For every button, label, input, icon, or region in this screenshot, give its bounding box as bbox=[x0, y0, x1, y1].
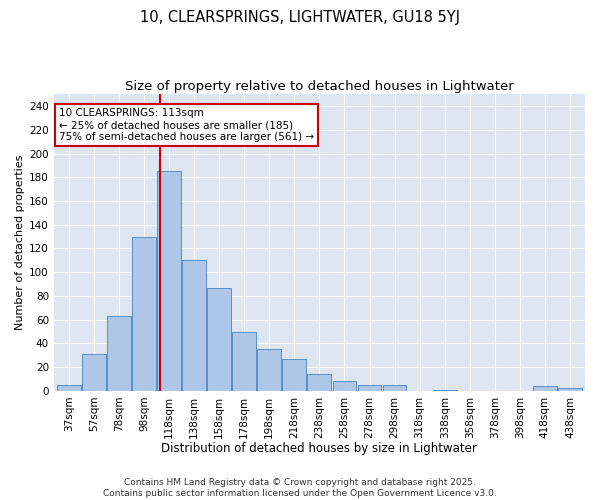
Bar bbox=[157, 172, 181, 391]
Title: Size of property relative to detached houses in Lightwater: Size of property relative to detached ho… bbox=[125, 80, 514, 93]
Bar bbox=[383, 385, 406, 391]
Bar bbox=[358, 385, 382, 391]
Bar bbox=[283, 359, 306, 391]
Text: Contains HM Land Registry data © Crown copyright and database right 2025.
Contai: Contains HM Land Registry data © Crown c… bbox=[103, 478, 497, 498]
Bar bbox=[332, 382, 356, 391]
Bar bbox=[107, 316, 131, 391]
Bar bbox=[132, 236, 156, 391]
Bar bbox=[558, 388, 582, 391]
Y-axis label: Number of detached properties: Number of detached properties bbox=[15, 155, 25, 330]
Bar bbox=[307, 374, 331, 391]
Bar bbox=[433, 390, 457, 391]
X-axis label: Distribution of detached houses by size in Lightwater: Distribution of detached houses by size … bbox=[161, 442, 478, 455]
Bar bbox=[232, 332, 256, 391]
Bar bbox=[533, 386, 557, 391]
Bar bbox=[257, 350, 281, 391]
Text: 10, CLEARSPRINGS, LIGHTWATER, GU18 5YJ: 10, CLEARSPRINGS, LIGHTWATER, GU18 5YJ bbox=[140, 10, 460, 25]
Bar bbox=[182, 260, 206, 391]
Text: 10 CLEARSPRINGS: 113sqm
← 25% of detached houses are smaller (185)
75% of semi-d: 10 CLEARSPRINGS: 113sqm ← 25% of detache… bbox=[59, 108, 314, 142]
Bar bbox=[57, 385, 81, 391]
Bar bbox=[82, 354, 106, 391]
Bar bbox=[207, 288, 231, 391]
